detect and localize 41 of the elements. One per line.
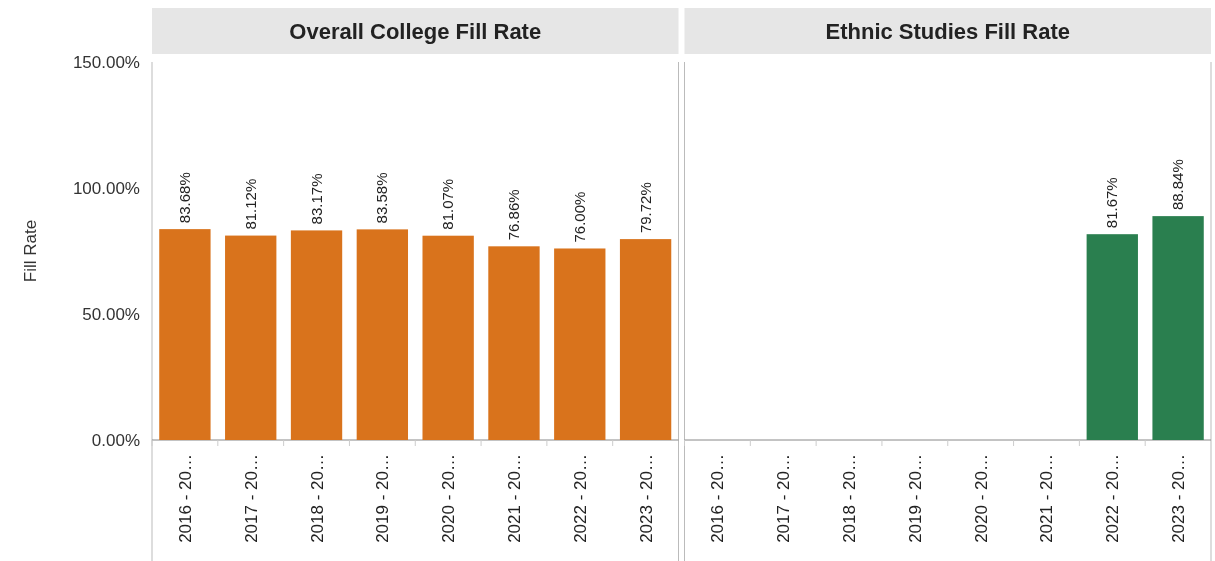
data-label: 81.67% bbox=[1103, 177, 1121, 229]
x-tick-label: 2019 - 20… bbox=[373, 454, 393, 543]
chart-title: Overall College Fill Rate bbox=[289, 19, 542, 44]
data-label: 83.17% bbox=[307, 173, 325, 225]
x-tick-label: 2020 - 20… bbox=[439, 454, 459, 543]
bar bbox=[488, 246, 540, 440]
y-tick-label: 100.00% bbox=[72, 178, 140, 198]
bar bbox=[290, 230, 343, 440]
y-tick-label: 50.00% bbox=[82, 304, 140, 324]
bar bbox=[619, 239, 672, 440]
x-tick-label: 2017 - 20… bbox=[241, 454, 261, 543]
x-tick-label: 2021 - 20… bbox=[1037, 454, 1057, 543]
bar bbox=[554, 248, 606, 440]
y-axis-title: Fill Rate bbox=[21, 219, 40, 283]
x-tick-label: 2018 - 20… bbox=[840, 454, 860, 543]
x-tick-label: 2019 - 20… bbox=[905, 454, 925, 543]
x-tick-label: 2017 - 20… bbox=[774, 454, 794, 543]
data-label: 83.58% bbox=[373, 172, 391, 224]
data-label: 83.68% bbox=[175, 172, 193, 224]
x-tick-label: 2016 - 20… bbox=[175, 454, 195, 543]
x-tick-label: 2021 - 20… bbox=[504, 454, 524, 543]
x-tick-label: 2023 - 20… bbox=[1169, 454, 1189, 543]
data-label: 79.72% bbox=[636, 182, 654, 234]
data-label: 88.84% bbox=[1169, 159, 1187, 211]
x-tick-label: 2022 - 20… bbox=[570, 454, 590, 543]
x-tick-label: 2018 - 20… bbox=[307, 454, 327, 543]
y-tick-label: 150.00% bbox=[72, 52, 140, 72]
x-tick-label: 2022 - 20… bbox=[1103, 454, 1123, 543]
x-tick-label: 2023 - 20… bbox=[636, 454, 656, 543]
y-tick-label: 0.00% bbox=[91, 430, 140, 450]
x-tick-label: 2020 - 20… bbox=[971, 454, 991, 543]
bar bbox=[225, 235, 277, 440]
chart-title: Ethnic Studies Fill Rate bbox=[825, 19, 1070, 44]
data-label: 81.12% bbox=[241, 178, 259, 230]
bar bbox=[422, 235, 474, 440]
x-tick-label: 2016 - 20… bbox=[708, 454, 728, 543]
data-label: 81.07% bbox=[439, 178, 457, 230]
bar bbox=[356, 229, 409, 440]
data-label: 76.86% bbox=[504, 189, 522, 241]
bar bbox=[159, 229, 211, 440]
data-label: 76.00% bbox=[570, 191, 588, 243]
